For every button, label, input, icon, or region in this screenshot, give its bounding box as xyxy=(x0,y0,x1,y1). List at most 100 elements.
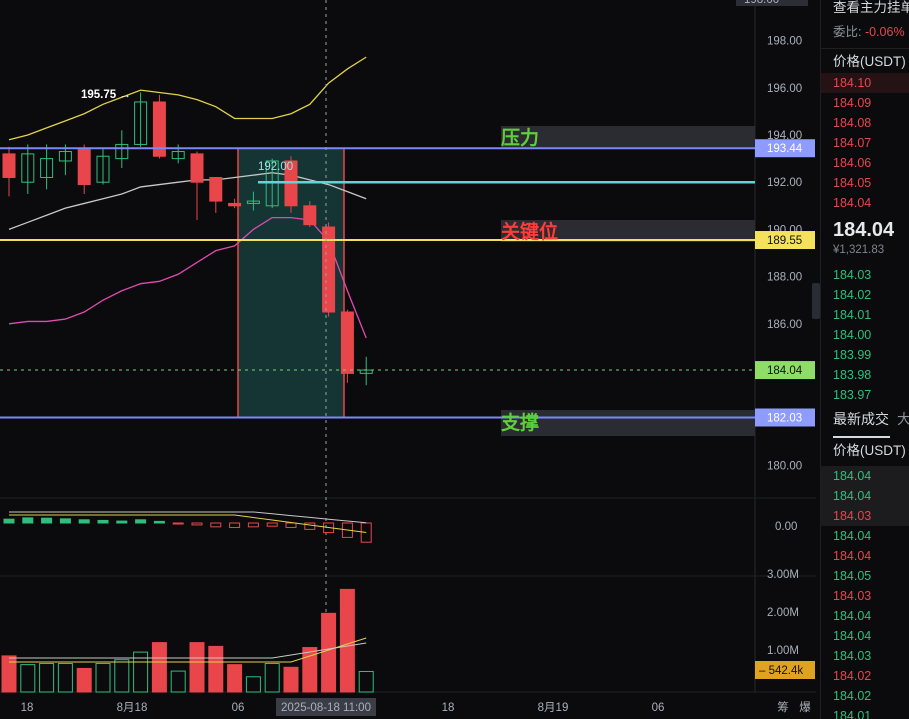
trade-row: 184.01 xyxy=(833,709,872,719)
volume-bar xyxy=(76,667,92,693)
volume-tag xyxy=(755,661,815,679)
high-annotation: 195.75 → xyxy=(81,89,131,101)
candle-body xyxy=(322,226,336,313)
volume-bar xyxy=(208,645,224,693)
key-price-tag xyxy=(755,231,815,250)
macd-bar xyxy=(135,519,147,524)
volume-ma-line xyxy=(9,637,367,663)
trade-row: 184.04 xyxy=(833,529,872,543)
volume-bar xyxy=(151,642,167,693)
volume-bar xyxy=(20,664,36,693)
bid-row[interactable]: 184.02 xyxy=(833,288,872,302)
volume-bar xyxy=(189,642,205,693)
ask-row[interactable]: 184.09 xyxy=(833,96,872,110)
trade-row: 184.04 xyxy=(833,609,872,623)
ask-row[interactable]: 184.10 xyxy=(821,73,909,93)
bid-row[interactable]: 184.03 xyxy=(833,268,872,282)
grid xyxy=(0,0,816,693)
top-price-tag xyxy=(736,0,808,6)
price-column-header: 价格(USDT) xyxy=(833,54,906,69)
candle-body xyxy=(96,155,110,183)
ask-row[interactable]: 184.06 xyxy=(833,156,872,170)
tab-latest-trades[interactable]: 最新成交 xyxy=(833,411,889,427)
volume-bar xyxy=(39,663,55,693)
candle-body xyxy=(209,176,223,202)
mid-price: 184.04 xyxy=(833,219,895,241)
active-tab-indicator xyxy=(833,436,890,438)
candle-body xyxy=(21,153,35,183)
candlesticks xyxy=(2,92,373,386)
macd-bar xyxy=(59,518,71,524)
liquidation-button: 爆 xyxy=(799,700,811,714)
trade-row: 184.02 xyxy=(833,669,872,683)
volume-bar xyxy=(339,588,355,693)
macd-bar xyxy=(22,517,34,524)
macd-bar xyxy=(247,522,259,528)
ask-row[interactable]: 184.08 xyxy=(833,116,872,130)
volume-bar xyxy=(57,663,73,693)
y-tick-label: 180.00 xyxy=(767,460,802,472)
macd-bar xyxy=(3,518,15,524)
trades-price-header: 价格(USDT) xyxy=(833,443,906,458)
macd-bar xyxy=(172,522,184,525)
macd-bar xyxy=(191,522,203,526)
candle-body xyxy=(77,148,91,186)
ma-middle-line xyxy=(8,172,367,231)
volume-tick-label: 3.00M xyxy=(767,569,799,581)
y-tick-label: 196.00 xyxy=(767,83,802,95)
macd-bar xyxy=(78,519,90,524)
drawn-level-annotation: 192.00 xyxy=(258,161,293,173)
trade-row: 184.05 xyxy=(833,569,872,583)
y-tick-label: 198.00 xyxy=(767,36,802,48)
volume-bar xyxy=(358,670,374,693)
volume-tag-text: – 542.4k xyxy=(759,665,803,677)
key-level-label: 关键位 xyxy=(501,220,558,243)
bb-upper-line xyxy=(8,56,367,141)
bid-row[interactable]: 184.00 xyxy=(833,328,872,342)
macd-bar xyxy=(285,522,297,528)
order-book-header[interactable]: 查看主力挂单 xyxy=(833,0,909,15)
macd-dif-line xyxy=(9,514,367,533)
order-ratio: 委比: -0.06% xyxy=(821,22,909,42)
support-zone-band xyxy=(501,410,755,436)
bid-row[interactable]: 183.99 xyxy=(833,348,872,362)
candle-body xyxy=(340,311,354,374)
x-tick-label: 8月19 xyxy=(538,702,569,714)
bid-row[interactable]: 183.98 xyxy=(833,368,872,382)
ask-row[interactable]: 184.07 xyxy=(833,136,872,150)
ask-row[interactable]: 184.04 xyxy=(833,196,872,210)
macd-bar xyxy=(41,517,53,524)
bid-row[interactable]: 183.97 xyxy=(833,388,872,402)
x-tick-label: 06 xyxy=(232,702,245,714)
trade-row: 184.03 xyxy=(821,506,909,526)
key-price-tag-text: 189.55 xyxy=(767,235,802,247)
trade-row: 184.03 xyxy=(833,589,872,603)
macd-bar xyxy=(97,519,109,524)
crosshair-time-text: 2025-08-18 11:00 xyxy=(281,702,371,714)
trade-row: 184.04 xyxy=(821,486,909,506)
candle-body xyxy=(115,143,129,160)
trade-row: 184.04 xyxy=(821,466,909,486)
resistance-zone-band xyxy=(501,126,755,148)
panel-collapse-handle[interactable] xyxy=(812,283,820,319)
volume-bar xyxy=(95,663,111,693)
volume-tick-label: 2.00M xyxy=(767,607,799,619)
current-price-tag-text: 184.04 xyxy=(767,365,803,377)
divider xyxy=(821,48,909,49)
chart-area[interactable]: 198.00 198.00 196.00 194.00 192.00 190.00 188.… xyxy=(0,0,816,719)
volume-bar xyxy=(227,664,243,693)
x-tick-label: 06 xyxy=(652,702,665,714)
current-price-tag xyxy=(755,361,815,380)
volume-bar xyxy=(321,612,337,693)
bid-row[interactable]: 184.01 xyxy=(833,308,872,322)
volume-bar xyxy=(264,663,280,693)
kline-chart[interactable]: 198.00198.00196.00194.00192.00190.00188.… xyxy=(0,0,816,719)
macd-pane xyxy=(3,511,372,543)
tab-large-trades[interactable]: 大 xyxy=(897,409,909,429)
x-tick-label: 18 xyxy=(21,702,34,714)
ask-row[interactable]: 184.05 xyxy=(833,176,872,190)
macd-bar xyxy=(229,522,241,528)
support-label: 支撑 xyxy=(500,411,539,434)
volume-tick-label: 1.00M xyxy=(767,645,799,657)
